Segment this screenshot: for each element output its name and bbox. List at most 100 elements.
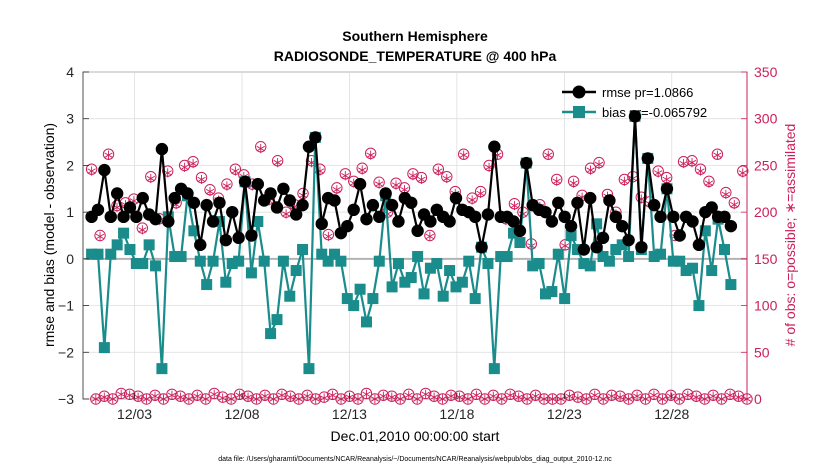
assimilated-obs-point	[687, 158, 697, 168]
rmse-point	[219, 233, 233, 247]
rmse-point	[654, 210, 667, 224]
bias-point	[514, 237, 526, 249]
bias-point	[98, 342, 110, 354]
rmse-point	[130, 210, 143, 224]
assimilated-obs-point	[569, 178, 578, 188]
assimilated-obs-point	[713, 150, 722, 160]
y-tick-label: 3	[66, 111, 74, 127]
assimilated-asterisk-stroke	[514, 394, 523, 400]
assimilated-obs-point	[594, 159, 604, 170]
assimilated-asterisk-stroke	[472, 392, 481, 398]
assimilated-obs-point	[362, 389, 371, 399]
rmse-point	[622, 233, 635, 247]
bias-point	[699, 225, 711, 237]
rmse-point	[136, 191, 149, 205]
rmse-point	[392, 215, 405, 228]
assimilated-obs-point	[429, 392, 439, 402]
bias-point	[150, 260, 162, 272]
x-tick-label: 12/28	[654, 406, 689, 422]
rmse-point	[424, 215, 437, 228]
assimilated-asterisk-stroke	[624, 396, 633, 402]
legend-rmse-marker	[572, 85, 586, 99]
assimilated-asterisk-stroke	[607, 393, 616, 399]
assimilated-obs-point	[150, 391, 160, 401]
assimilated-obs-point	[222, 181, 232, 191]
assimilated-obs-point	[738, 168, 747, 178]
assimilated-asterisk-stroke	[159, 396, 168, 402]
bias-point	[578, 258, 590, 270]
assimilated-obs-point	[277, 390, 287, 400]
assimilated-obs-point	[412, 394, 422, 404]
assimilated-obs-point	[125, 390, 134, 400]
bias-point	[329, 248, 341, 260]
rmse-point	[155, 142, 169, 156]
assimilated-asterisk-stroke	[400, 187, 409, 193]
bias-point	[335, 255, 347, 267]
assimilated-obs-point	[497, 394, 506, 404]
bias-point	[552, 248, 564, 260]
rmse-point	[488, 140, 501, 153]
bias-point	[482, 258, 494, 270]
assimilated-obs-point	[311, 394, 320, 404]
bias-point	[392, 258, 404, 270]
assimilated-obs-point	[696, 166, 705, 176]
assimilated-asterisk-stroke	[163, 170, 172, 176]
assimilated-obs-point	[133, 392, 143, 402]
assimilated-asterisk-stroke	[476, 190, 485, 197]
bias-point	[591, 218, 603, 230]
assimilated-asterisk-stroke	[569, 180, 578, 186]
assimilated-asterisk-stroke	[167, 392, 177, 398]
rmse-point	[596, 231, 610, 245]
rmse-point	[226, 205, 239, 219]
rmse-point	[110, 187, 124, 200]
assimilated-asterisk-stroke	[408, 173, 418, 179]
data-file-note: data file: /Users/gharamti/Documents/NCA…	[218, 456, 612, 463]
bias-point	[156, 363, 168, 375]
rmse-point	[641, 152, 654, 165]
assimilated-asterisk-stroke	[438, 396, 447, 402]
bias-point	[188, 225, 200, 237]
possible-obs-point	[538, 393, 550, 405]
assimilated-obs-point	[358, 165, 367, 175]
y2-tick-label: 250	[754, 157, 778, 173]
rmse-point	[673, 229, 686, 242]
assimilated-obs-point	[649, 390, 659, 400]
bias-point	[316, 248, 328, 260]
rmse-point	[692, 238, 706, 252]
y2-tick-label: 200	[754, 204, 778, 220]
assimilated-asterisk-stroke	[565, 393, 574, 399]
rmse-point	[289, 208, 303, 221]
assimilated-asterisk-stroke	[273, 159, 282, 166]
bias-point	[226, 258, 238, 270]
bias-point	[111, 239, 123, 251]
assimilated-asterisk-stroke	[269, 396, 278, 402]
possible-obs-point	[546, 393, 559, 405]
assimilated-obs-point	[653, 168, 663, 178]
rmse-point	[347, 203, 360, 217]
rmse-point	[411, 224, 424, 238]
assimilated-obs-point	[281, 209, 291, 219]
rmse-point	[686, 215, 699, 228]
assimilated-obs-point	[573, 393, 583, 403]
bias-point	[488, 363, 500, 375]
y-tick-label: −2	[58, 344, 74, 360]
assimilated-asterisk-stroke	[615, 394, 625, 400]
rmse-point	[360, 212, 373, 226]
assimilated-obs-point	[510, 201, 519, 211]
bias-point	[354, 283, 366, 295]
y2-tick-label: 50	[754, 344, 770, 360]
assimilated-asterisk-stroke	[544, 152, 553, 158]
assimilated-asterisk-stroke	[560, 243, 570, 249]
assimilated-asterisk-stroke	[594, 161, 604, 168]
bias-point	[322, 255, 334, 267]
bias-point	[290, 265, 302, 277]
y-tick-label: −3	[58, 391, 74, 407]
assimilated-obs-point	[260, 391, 270, 401]
assimilated-asterisk-stroke	[374, 181, 384, 187]
assimilated-obs-point	[730, 200, 739, 210]
y2-tick-label: 350	[754, 64, 778, 80]
bias-point	[360, 316, 372, 328]
rmse-point	[718, 210, 731, 224]
assimilated-asterisk-stroke	[725, 392, 735, 398]
